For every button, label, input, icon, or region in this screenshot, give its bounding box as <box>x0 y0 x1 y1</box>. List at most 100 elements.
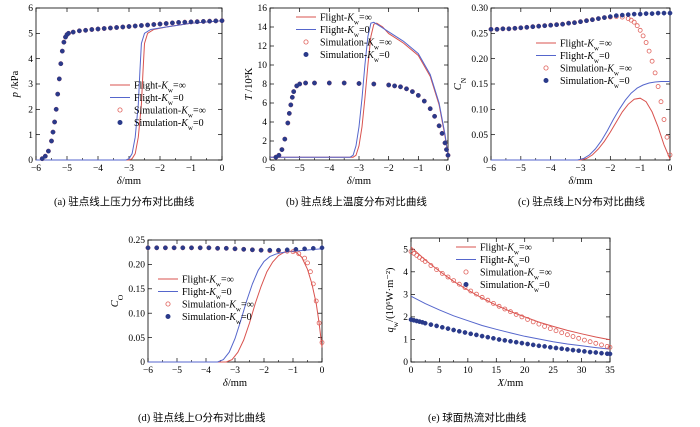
series-flight-kw-0-line <box>36 20 223 161</box>
legend: Flight-Kw=∞Flight-Kw=0Simulation-Kw=∞Sim… <box>296 13 392 64</box>
x-tick-label: 0 <box>220 164 225 174</box>
series-simulation-kw-0-point <box>58 61 64 67</box>
series-group <box>270 21 451 160</box>
series-simulation-kw-0-point <box>59 48 65 54</box>
series-simulation-kw--point <box>439 270 445 276</box>
y-tick-label: 0 <box>403 358 408 368</box>
legend: Flight-Kw=∞Flight-Kw=0Simulation-Kw=∞Sim… <box>110 81 206 132</box>
series-simulation-kw--point <box>643 40 649 45</box>
series-simulation-kw-0-point <box>206 245 212 251</box>
series-simulation-kw-0-point <box>602 15 607 20</box>
series-simulation-kw-0-point <box>197 245 203 251</box>
series-simulation-kw-0-point <box>303 80 308 86</box>
series-simulation-kw--point <box>593 340 599 346</box>
legend-label: Flight-Kw=0 <box>480 255 530 269</box>
series-simulation-kw-0-point <box>291 89 297 94</box>
y-axis-label: CN <box>453 77 468 90</box>
legend-marker-swatch <box>303 52 309 58</box>
series-simulation-kw-0-point <box>232 246 238 252</box>
series-simulation-kw-0-point <box>66 30 71 36</box>
legend-label: Simulation-Kw=∞ <box>182 300 254 314</box>
series-simulation-kw--point <box>530 319 536 325</box>
series-simulation-kw--point <box>451 278 457 284</box>
legend: Flight-Kw=∞Flight-Kw=0Simulation-Kw=∞Sim… <box>158 275 254 326</box>
series-simulation-kw--point <box>296 251 302 257</box>
series-simulation-kw-0-point <box>479 333 485 339</box>
x-tick-label: −3 <box>575 164 585 174</box>
y-tick-label: 3 <box>28 80 33 90</box>
series-simulation-kw--point <box>655 84 661 89</box>
y-tick-label: 2 <box>28 106 33 116</box>
y-tick-label: 16 <box>258 4 268 14</box>
series-simulation-kw-0-point <box>289 94 295 100</box>
x-tick-label: −3 <box>354 164 364 174</box>
series-simulation-kw-0-point <box>436 123 442 129</box>
series-simulation-kw-0-point <box>258 247 264 253</box>
series-simulation-kw-0-point <box>513 339 519 345</box>
x-tick-label: −4 <box>324 164 334 174</box>
series-simulation-kw--point <box>634 23 640 29</box>
series-simulation-kw-0-point <box>404 86 409 92</box>
series-simulation-kw-0-point <box>445 152 451 158</box>
series-simulation-kw-0-point <box>547 344 553 350</box>
series-simulation-kw--point <box>479 294 485 300</box>
series-simulation-kw--point <box>576 335 582 341</box>
series-simulation-kw-0-point <box>297 81 303 87</box>
series-simulation-kw-0-point <box>250 247 255 253</box>
series-simulation-kw--point <box>290 249 296 255</box>
series-simulation-kw-0-point <box>145 245 151 251</box>
x-tick-label: −1 <box>413 164 423 174</box>
y-tick-label: 5 <box>28 30 33 40</box>
x-tick-label: −5 <box>516 164 526 174</box>
series-simulation-kw-0-point <box>189 245 194 251</box>
y-tick-label: 12 <box>258 42 268 52</box>
series-simulation-kw-0-point <box>560 21 565 27</box>
series-simulation-kw-0-point <box>432 113 437 119</box>
x-axis-label: δ/mm <box>223 378 247 389</box>
y-tick-label: 6 <box>262 99 267 109</box>
series-simulation-kw-0-point <box>371 81 377 87</box>
series-simulation-kw-0-point <box>52 119 57 125</box>
legend-label: Simulation-Kw=0 <box>134 118 204 132</box>
series-simulation-kw--point <box>434 267 440 273</box>
x-tick-label: 5 <box>437 366 442 376</box>
x-tick-label: 10 <box>463 366 473 376</box>
series-simulation-kw-0-point <box>284 247 290 253</box>
series-simulation-kw--point <box>637 27 643 33</box>
series-simulation-kw-0-point <box>496 337 502 342</box>
series-simulation-kw--point <box>445 274 451 280</box>
series-simulation-kw--point <box>519 314 525 320</box>
series-simulation-kw--point <box>542 323 547 329</box>
legend-marker-swatch <box>463 269 469 275</box>
series-simulation-kw-0-point <box>542 344 547 349</box>
series-simulation-kw-0-point <box>542 23 548 29</box>
chart-d: −6 −5 −4 −3 −2 −1 0 0 0.05 0.10 0.15 0.20 0.25 δ/mm CO… <box>110 236 325 389</box>
y-tick-label: 8 <box>262 80 267 90</box>
series-simulation-kw--point <box>667 152 673 158</box>
legend-label: Flight-Kw=0 <box>560 51 610 65</box>
x-tick-label: −5 <box>62 164 72 174</box>
series-simulation-kw-0-point <box>643 11 649 16</box>
series-simulation-kw-0-point <box>596 16 601 21</box>
y-tick-label: 0 <box>483 156 488 166</box>
series-simulation-kw--point <box>496 303 502 309</box>
x-tick-label: 35 <box>605 366 615 376</box>
y-tick-label: 0.30 <box>471 4 488 14</box>
series-simulation-kw--point <box>490 300 496 306</box>
x-tick-label: −1 <box>635 164 645 174</box>
x-tick-label: −6 <box>31 164 41 174</box>
series-simulation-kw--point <box>547 326 553 332</box>
series-simulation-kw-0-point <box>565 347 570 352</box>
series-simulation-kw-0-point <box>194 19 200 25</box>
series-simulation-kw-0-point <box>607 351 613 357</box>
series-simulation-kw--point <box>485 297 491 303</box>
series-group <box>408 246 613 357</box>
chart-c: −6 −5 −4 −3 −2 −1 0 0 0.05 0.10 0.15 0.20 0.25 0.30 δ/… <box>453 4 673 187</box>
legend-label: Simulation-Kw=0 <box>560 76 630 90</box>
legend-label: Simulation-Kw=∞ <box>480 268 552 282</box>
series-simulation-kw-0-point <box>219 18 225 24</box>
series-simulation-kw-0-point <box>655 10 661 16</box>
y-tick-label: 4 <box>262 118 267 128</box>
x-axis-label: δ/mm <box>347 176 371 187</box>
series-simulation-kw--point <box>649 58 655 64</box>
